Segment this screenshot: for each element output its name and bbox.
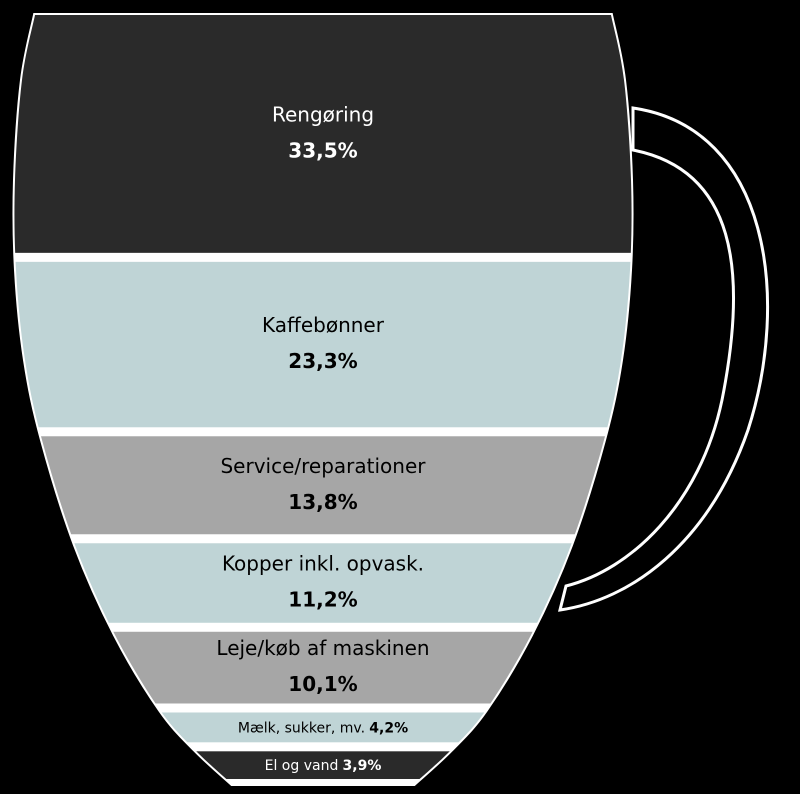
segment-value: 4,2% (369, 720, 408, 736)
segment (14, 436, 632, 535)
segment (14, 261, 632, 428)
segment-label: Service/reparationer (220, 454, 426, 478)
segment (14, 15, 632, 253)
segment-value: 10,1% (288, 672, 357, 696)
segment-value: 33,5% (288, 138, 357, 162)
segment-value: 23,3% (288, 349, 357, 373)
segment-text: El og vand 3,9% (265, 758, 382, 774)
segment-label: Rengøring (272, 102, 374, 126)
segment-label: Leje/køb af maskinen (216, 636, 429, 660)
segment-label: Mælk, sukker, mv. (238, 720, 365, 736)
segment-value: 3,9% (343, 758, 382, 774)
segment-label: Kopper inkl. opvask. (222, 552, 424, 576)
segment-text: Mælk, sukker, mv. 4,2% (238, 720, 408, 736)
segment-label: Kaffebønner (262, 313, 385, 337)
segment-label: El og vand (265, 758, 339, 774)
cup-handle (558, 106, 769, 612)
segment-value: 13,8% (288, 490, 357, 514)
labels: Rengøring 33,5% Kaffebønner 23,3% Service/re… (216, 102, 429, 774)
segment-value: 11,2% (288, 588, 357, 612)
segment (14, 543, 632, 623)
